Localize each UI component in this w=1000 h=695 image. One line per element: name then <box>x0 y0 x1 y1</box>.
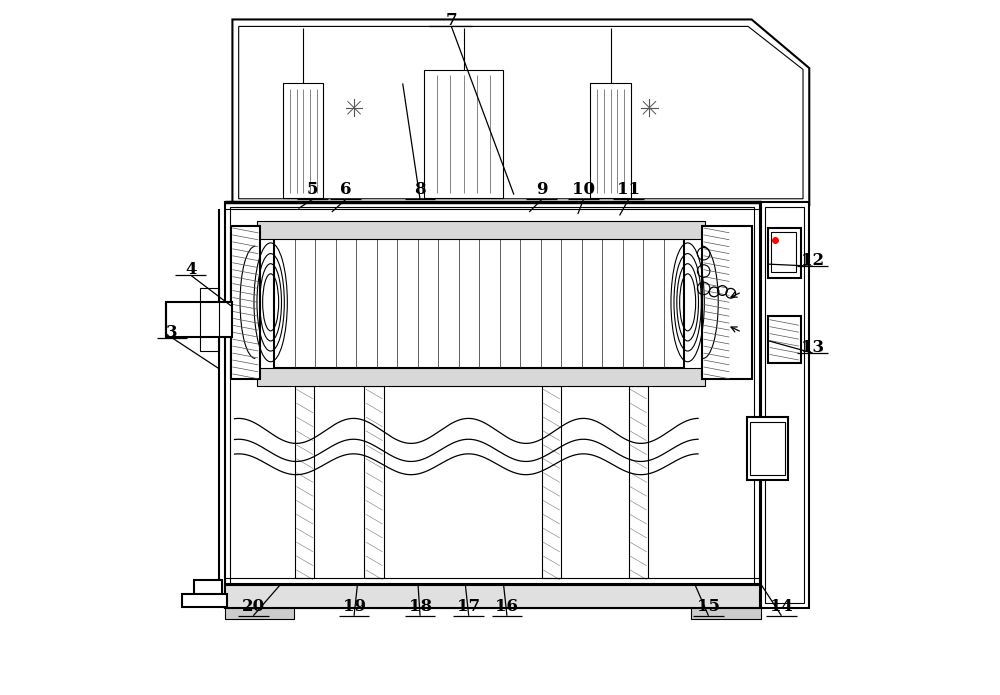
Text: 3: 3 <box>166 324 178 341</box>
Bar <box>629 386 648 578</box>
Bar <box>750 422 785 475</box>
Text: 13: 13 <box>801 339 824 356</box>
Bar <box>542 386 561 578</box>
Bar <box>225 578 760 585</box>
Bar <box>283 83 323 198</box>
Bar <box>424 70 503 198</box>
Bar <box>702 226 752 379</box>
Bar <box>225 202 760 608</box>
Bar <box>590 83 631 198</box>
Bar <box>295 386 314 578</box>
Bar <box>200 288 219 351</box>
Text: 8: 8 <box>414 181 426 197</box>
Text: 7: 7 <box>446 13 457 29</box>
Bar <box>166 302 232 337</box>
Bar <box>768 316 801 363</box>
Text: 17: 17 <box>457 598 480 614</box>
Bar <box>691 608 761 619</box>
Bar <box>257 221 705 239</box>
Bar <box>182 594 227 607</box>
Text: 15: 15 <box>697 598 720 614</box>
Bar <box>364 386 384 578</box>
Text: 4: 4 <box>185 261 196 278</box>
Text: 20: 20 <box>242 598 265 614</box>
Bar <box>230 207 754 603</box>
Text: 10: 10 <box>572 181 595 197</box>
Bar <box>747 417 788 480</box>
Text: 12: 12 <box>801 252 824 269</box>
Text: 16: 16 <box>495 598 518 614</box>
Text: 6: 6 <box>340 181 351 197</box>
Text: 14: 14 <box>770 598 793 614</box>
Bar <box>225 608 294 619</box>
Text: 18: 18 <box>409 598 432 614</box>
Polygon shape <box>232 19 809 205</box>
Text: 9: 9 <box>536 181 547 197</box>
Text: 5: 5 <box>307 181 318 197</box>
Bar <box>765 207 804 603</box>
Bar <box>761 202 809 608</box>
Bar <box>768 228 801 278</box>
Bar <box>194 580 222 596</box>
Text: 19: 19 <box>343 598 366 614</box>
Text: 11: 11 <box>617 181 640 197</box>
Bar <box>257 368 705 386</box>
Bar <box>274 236 684 368</box>
Bar <box>231 226 260 379</box>
Bar <box>771 232 796 272</box>
Bar <box>225 584 760 608</box>
